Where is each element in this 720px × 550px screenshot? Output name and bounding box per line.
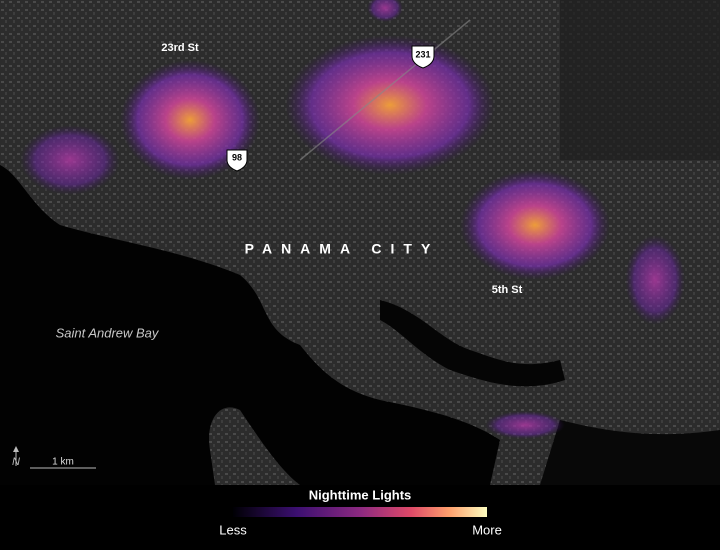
light-east [625,235,685,325]
bay-water [0,165,500,485]
light-231 [285,35,495,175]
map: 23rd St 5th St 231 98 PANAMA CITY Saint … [0,0,720,485]
shield-shape [411,45,435,69]
north-label: N [12,456,20,468]
scale-label: 1 km [52,457,74,468]
legend: Nighttime Lights Less More [219,487,502,537]
light-port [485,411,565,439]
bayou-water [380,300,565,387]
shield-label: 98 [232,152,242,162]
legend-low: Less [219,522,247,537]
light-west [20,125,120,195]
light-north [367,0,403,22]
north-arrow-head [13,446,19,452]
light-5th [460,170,610,280]
shield-label: 231 [415,49,430,59]
shield: 98 [226,149,248,172]
shield: 231 [411,45,435,69]
legend-high: More [472,522,502,537]
east-water [540,420,720,485]
street-label: 23rd St [161,42,199,54]
light-23rd [120,60,260,180]
city-label: PANAMA CITY [245,241,440,257]
dark-land [560,0,720,160]
street-label: 5th St [492,284,523,296]
legend-title: Nighttime Lights [309,487,412,502]
legend-ramp [233,507,487,517]
highway [299,19,471,161]
shield-shape [226,149,248,172]
water-label: Saint Andrew Bay [56,325,160,340]
